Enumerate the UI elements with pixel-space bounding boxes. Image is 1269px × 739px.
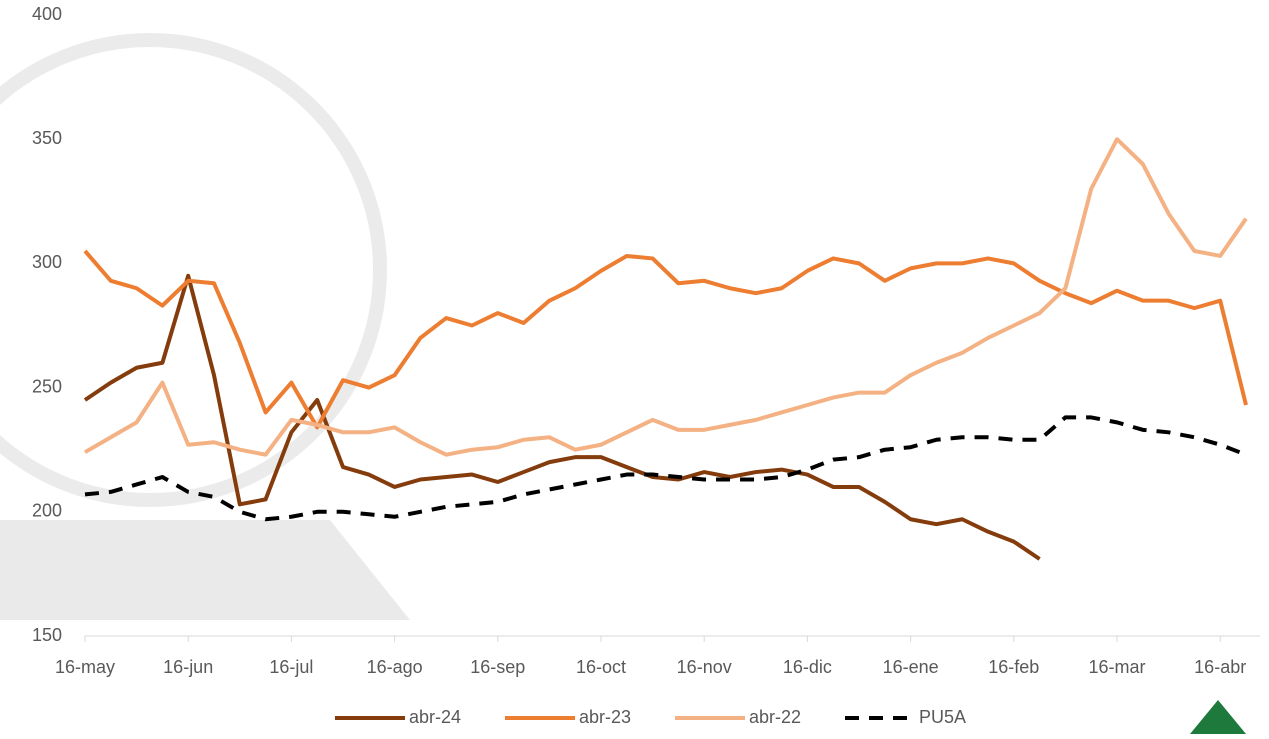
y-tick-label: 350	[32, 128, 62, 148]
x-tick-label: 16-ago	[367, 657, 423, 677]
legend-label: abr-24	[409, 707, 461, 727]
watermark	[0, 33, 410, 620]
x-tick-label: 16-abr	[1194, 657, 1246, 677]
y-tick-label: 200	[32, 501, 62, 521]
y-tick-label: 400	[32, 4, 62, 24]
x-tick-label: 16-nov	[677, 657, 732, 677]
y-tick-label: 150	[32, 625, 62, 645]
x-tick-label: 16-jul	[269, 657, 313, 677]
y-tick-label: 250	[32, 376, 62, 396]
x-tick-label: 16-sep	[470, 657, 525, 677]
x-tick-label: 16-dic	[783, 657, 832, 677]
series-line	[84, 415, 1247, 522]
series-line	[83, 273, 1041, 561]
legend-label: abr-22	[749, 707, 801, 727]
legend-label: PU5A	[919, 707, 966, 727]
x-tick-label: 16-oct	[576, 657, 626, 677]
x-tick-label: 16-may	[55, 657, 115, 677]
series-line	[83, 137, 1248, 457]
x-tick-label: 16-mar	[1088, 657, 1145, 677]
x-tick-label: 16-jun	[163, 657, 213, 677]
y-tick-label: 300	[32, 252, 62, 272]
logo	[1190, 700, 1246, 734]
legend-label: abr-23	[579, 707, 631, 727]
x-tick-label: 16-ene	[883, 657, 939, 677]
x-tick-label: 16-feb	[988, 657, 1039, 677]
series-line	[83, 249, 1248, 430]
